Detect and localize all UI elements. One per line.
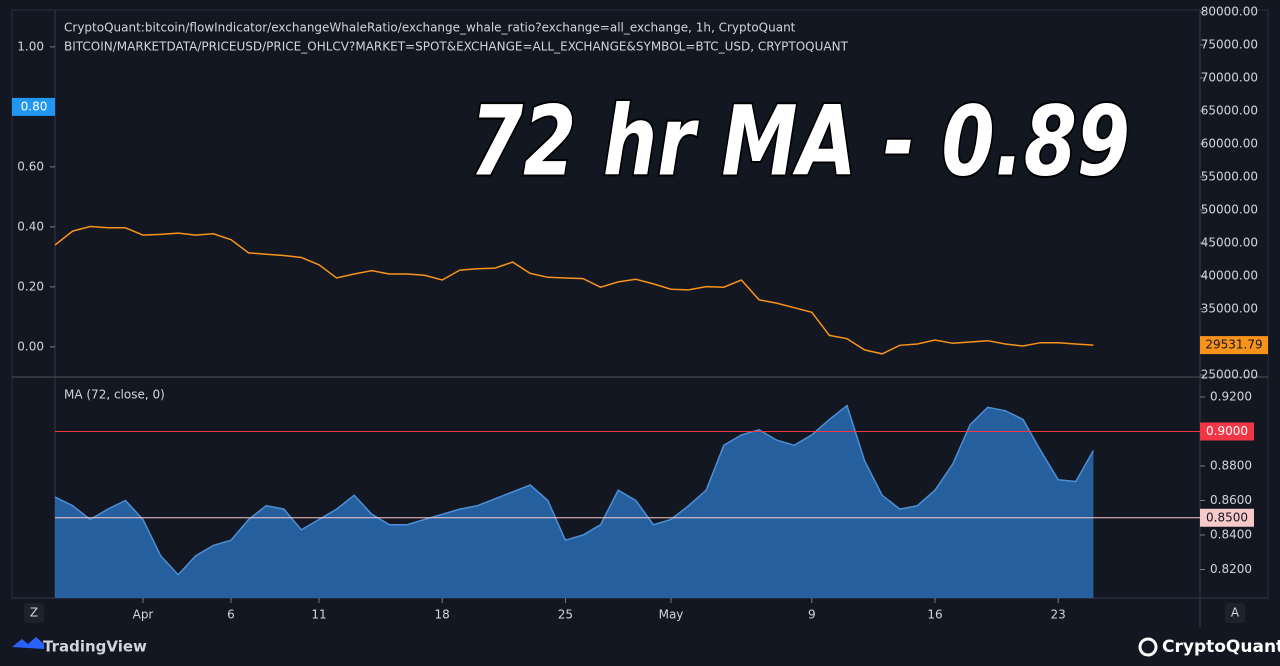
y-tick-label: 0.8800 [1210, 459, 1252, 473]
indicator-badge [12, 97, 55, 116]
y2-tick-label: 35000.00 [1201, 302, 1258, 316]
a-button-label[interactable]: A [1231, 606, 1240, 620]
y-tick-label: 0.8600 [1210, 493, 1252, 507]
x-tick-label: 25 [558, 608, 573, 622]
y2-tick-label: 45000.00 [1201, 235, 1258, 249]
a-button[interactable] [1225, 603, 1245, 623]
last-price-label: 29531.79 [1205, 338, 1262, 352]
y2-tick-label: 75000.00 [1201, 37, 1258, 51]
y2-tick-label: 65000.00 [1201, 103, 1258, 117]
y2-tick-label: 60000.00 [1201, 136, 1258, 150]
price-legend: BITCOIN/MARKETDATA/PRICEUSD/PRICE_OHLCV?… [64, 40, 849, 54]
z-button[interactable] [24, 603, 44, 623]
y-tick-label: 0.00 [17, 339, 44, 353]
reference-badge-label: 0.8500 [1206, 510, 1248, 524]
x-tick-label: May [659, 608, 684, 622]
indicator-badge-label: 0.80 [21, 99, 48, 113]
ma-area [55, 405, 1094, 598]
x-tick-label: 23 [1051, 608, 1066, 622]
y2-tick-label: 55000.00 [1201, 169, 1258, 183]
headline-annotation: 72 hr MA - 0.89 [470, 85, 1130, 197]
y2-tick-label: 70000.00 [1201, 70, 1258, 84]
indicator-legend: CryptoQuant:bitcoin/flowIndicator/exchan… [64, 21, 796, 35]
x-tick-label: 9 [808, 608, 816, 622]
ma-line [54, 404, 1095, 576]
y2-tick-label: 50000.00 [1201, 202, 1258, 216]
cryptoquant-brand: CryptoQuant [1162, 637, 1280, 657]
x-tick-label: 16 [927, 608, 942, 622]
ma-legend: MA (72, close, 0) [64, 388, 165, 402]
y2-tick-label: 80000.00 [1201, 4, 1258, 18]
y-tick-label: 1.00 [17, 39, 44, 53]
y-tick-label: 0.20 [17, 279, 44, 293]
y-tick-label: 0.40 [17, 219, 44, 233]
price-line [54, 225, 1094, 355]
y-tick-label: 0.8200 [1210, 562, 1252, 576]
y-tick-label: 0.8400 [1210, 528, 1252, 542]
tradingview-brand: TradingView [43, 638, 147, 656]
x-tick-label: 6 [227, 608, 235, 622]
reference-badge [1200, 422, 1254, 441]
y-tick-label: 0.60 [17, 159, 44, 173]
x-tick-label: 11 [311, 608, 326, 622]
cryptoquant-logo [1138, 637, 1158, 657]
reference-badge [1200, 508, 1254, 527]
z-button-label[interactable]: Z [30, 606, 38, 620]
x-tick-label: 18 [435, 608, 450, 622]
x-tick-label: Apr [133, 608, 154, 622]
y2-tick-label: 25000.00 [1201, 368, 1258, 382]
tradingview-logo [12, 637, 44, 649]
last-price-badge [1200, 336, 1268, 355]
y-tick-label: 0.9200 [1210, 389, 1252, 403]
y2-tick-label: 40000.00 [1201, 269, 1258, 283]
reference-badge-label: 0.9000 [1206, 424, 1248, 438]
